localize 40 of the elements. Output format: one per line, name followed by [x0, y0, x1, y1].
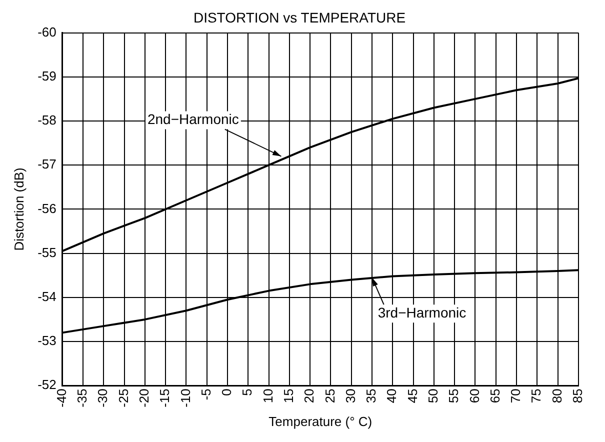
x-tick-label: 45	[404, 388, 420, 404]
x-tick-label: 65	[487, 388, 502, 404]
x-tick-label: 70	[508, 388, 524, 404]
x-tick-label: 60	[466, 388, 482, 404]
x-tick-label: 55	[446, 388, 462, 404]
annotation: 3rd−Harmonic	[378, 304, 466, 320]
x-tick-label: -35	[74, 388, 90, 408]
y-tick-label: -58	[38, 112, 56, 128]
x-tick-label: 50	[425, 388, 440, 404]
x-tick-label: 25	[322, 388, 338, 404]
y-tick-label: -55	[38, 244, 56, 260]
x-tick-label: 5	[240, 388, 255, 396]
x-tick-label: 20	[302, 388, 317, 404]
x-tick-label: 30	[342, 388, 358, 404]
x-tick-label: -15	[157, 388, 172, 408]
y-tick-label: -52	[38, 377, 56, 392]
x-tick-label: 15	[281, 388, 296, 404]
chart-title: DISTORTION vs TEMPERATURE	[193, 9, 406, 26]
y-tick-label: -60	[38, 24, 56, 40]
x-tick-label: -10	[178, 388, 193, 408]
x-tick-label: -20	[136, 388, 152, 408]
x-tick-label: 40	[384, 388, 400, 404]
y-axis-title: Distortion (dB)	[11, 168, 26, 251]
y-tick-label: -57	[38, 156, 56, 172]
x-tick-label: 75	[528, 388, 544, 404]
x-tick-label: -25	[116, 388, 131, 408]
x-axis-title: Temperature (° C)	[268, 414, 372, 429]
y-tick-label: -59	[38, 68, 56, 84]
x-tick-label: -40	[54, 388, 69, 408]
y-tick-label: -53	[38, 333, 56, 348]
x-tick-label: -5	[198, 388, 214, 400]
x-tick-label: 85	[570, 388, 585, 404]
x-tick-label: 0	[219, 388, 234, 396]
x-tick-label: 80	[549, 388, 564, 404]
x-tick-label: 10	[260, 388, 276, 404]
x-tick-label: -30	[95, 388, 110, 408]
y-tick-label: -54	[38, 288, 56, 304]
y-tick-label: -56	[38, 200, 56, 216]
annotation: 2nd−Harmonic	[147, 111, 239, 128]
x-tick-label: 35	[364, 388, 379, 404]
